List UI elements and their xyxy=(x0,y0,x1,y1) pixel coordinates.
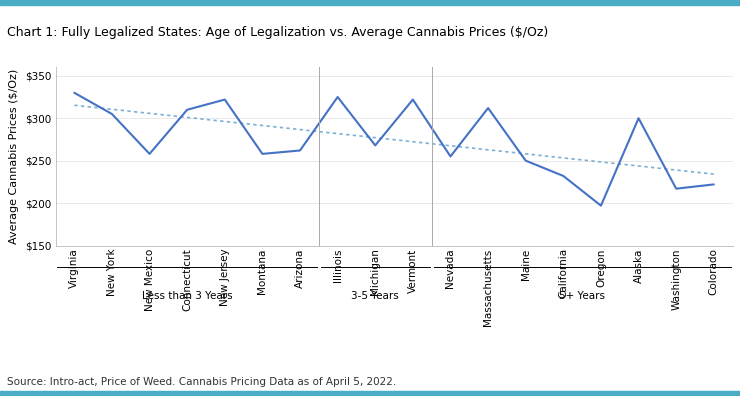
Text: Source: Intro-act, Price of Weed. Cannabis Pricing Data as of April 5, 2022.: Source: Intro-act, Price of Weed. Cannab… xyxy=(7,377,397,387)
Text: 5+ Years: 5+ Years xyxy=(559,291,605,301)
Text: Chart 1: Fully Legalized States: Age of Legalization vs. Average Cannabis Prices: Chart 1: Fully Legalized States: Age of … xyxy=(7,26,548,39)
Text: 3-5 Years: 3-5 Years xyxy=(352,291,399,301)
Y-axis label: Average Cannabis Prices ($/Oz): Average Cannabis Prices ($/Oz) xyxy=(10,69,19,244)
Text: Less than 3 Years: Less than 3 Years xyxy=(142,291,232,301)
